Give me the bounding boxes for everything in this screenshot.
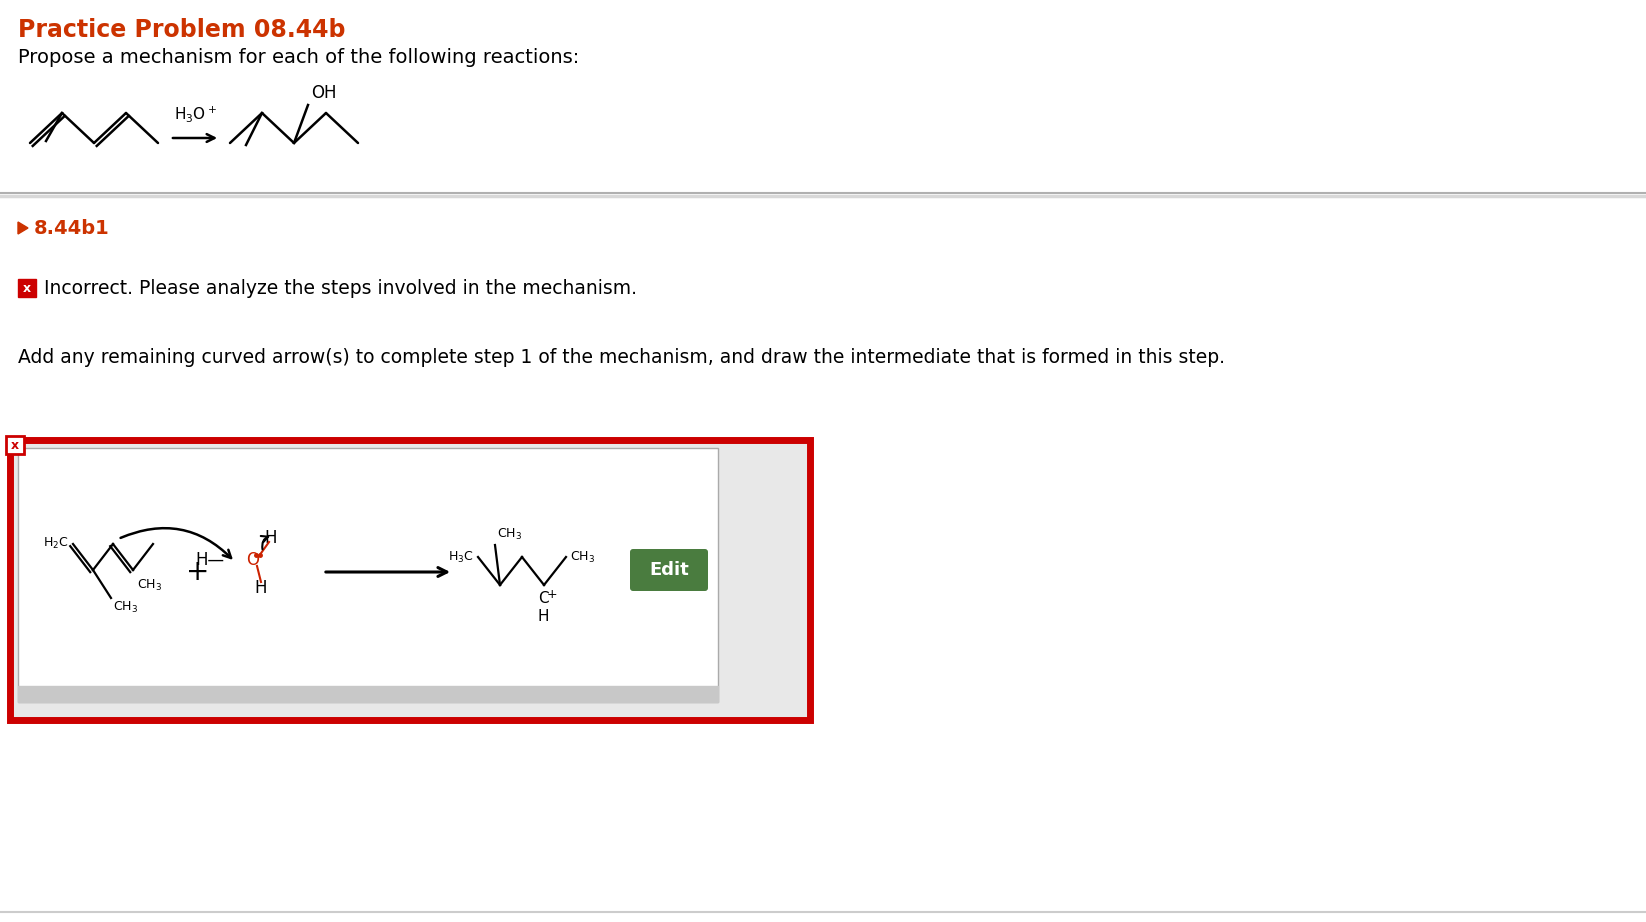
Bar (18, 686, 718, 702)
Text: O: O (247, 551, 260, 569)
Text: x: x (23, 281, 31, 294)
Text: x: x (12, 439, 20, 452)
Text: Incorrect. Please analyze the steps involved in the mechanism.: Incorrect. Please analyze the steps invo… (44, 278, 637, 298)
Text: $\mathregular{H_2C}$: $\mathregular{H_2C}$ (43, 536, 69, 550)
Text: $\mathregular{H_3O^+}$: $\mathregular{H_3O^+}$ (173, 104, 216, 124)
Text: 8.44b1: 8.44b1 (35, 219, 110, 238)
Text: $\mathregular{H_3C}$: $\mathregular{H_3C}$ (448, 550, 474, 564)
Text: +: + (186, 558, 209, 586)
Bar (7, 436, 25, 454)
Text: H: H (255, 579, 267, 597)
Text: Practice Problem 08.44b: Practice Problem 08.44b (18, 18, 346, 42)
Text: H: H (265, 529, 277, 547)
Text: $\mathregular{CH_3}$: $\mathregular{CH_3}$ (497, 526, 522, 542)
Polygon shape (18, 222, 28, 234)
Text: Propose a mechanism for each of the following reactions:: Propose a mechanism for each of the foll… (18, 48, 579, 67)
Text: $\mathregular{CH_3}$: $\mathregular{CH_3}$ (114, 600, 138, 615)
Text: C: C (538, 591, 548, 606)
Text: Add any remaining curved arrow(s) to complete step 1 of the mechanism, and draw : Add any remaining curved arrow(s) to com… (18, 348, 1225, 367)
Text: Edit: Edit (649, 561, 690, 579)
Bar (18, 448, 718, 702)
Text: $\mathregular{CH_3}$: $\mathregular{CH_3}$ (137, 578, 161, 593)
Bar (10, 440, 810, 720)
Text: +: + (546, 588, 558, 601)
Text: $\mathregular{CH_3}$: $\mathregular{CH_3}$ (570, 550, 596, 564)
Text: H: H (537, 609, 548, 624)
Text: OH: OH (311, 84, 336, 102)
FancyBboxPatch shape (630, 549, 708, 591)
Text: H—: H— (196, 551, 226, 569)
Bar (18, 279, 36, 297)
